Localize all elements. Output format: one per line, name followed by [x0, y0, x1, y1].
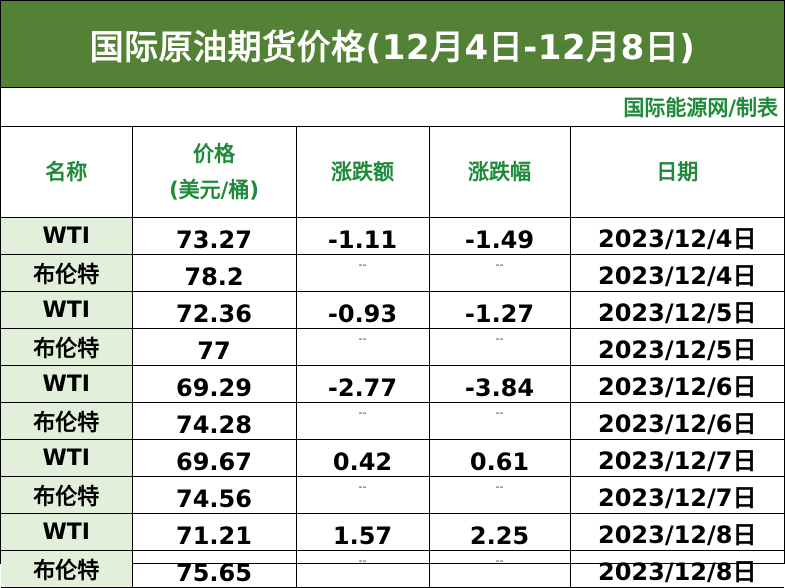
price-cell: 72.36: [131, 291, 297, 329]
date-cell: 2023/12/4日: [569, 217, 784, 255]
name-cell: WTI: [1, 217, 133, 255]
change-cell: 1.57: [295, 513, 430, 551]
change-cell: -1.11: [295, 217, 430, 255]
table-row: WTI 72.36 -0.93 -1.27 2023/12/5日: [1, 291, 784, 329]
change-cell: -2.77: [295, 365, 430, 403]
change-pct-cell: --: [428, 476, 571, 514]
header-change-pct: 涨跌幅: [428, 127, 571, 218]
price-cell: 78.2: [131, 254, 297, 292]
table-row: WTI 73.27 -1.11 -1.49 2023/12/4日: [1, 217, 784, 255]
name-cell: 布伦特: [1, 550, 133, 588]
name-cell: WTI: [1, 365, 133, 403]
date-cell: 2023/12/6日: [569, 402, 784, 440]
change-pct-cell: --: [428, 402, 571, 440]
change-pct-cell: --: [428, 328, 571, 366]
table-row: WTI 69.29 -2.77 -3.84 2023/12/6日: [1, 365, 784, 403]
table-row: 布伦特 74.28 -- -- 2023/12/6日: [1, 402, 784, 440]
change-cell: --: [295, 476, 430, 514]
change-pct-cell: -1.49: [428, 217, 571, 255]
name-cell: WTI: [1, 513, 133, 551]
name-cell: WTI: [1, 439, 133, 477]
date-cell: 2023/12/4日: [569, 254, 784, 292]
price-table: 名称 价格 (美元/桶) 涨跌额 涨跌幅 日期 WTI 73.27 -1.11 -1.…: [1, 127, 784, 588]
change-pct-cell: 0.61: [428, 439, 571, 477]
date-cell: 2023/12/6日: [569, 365, 784, 403]
date-cell: 2023/12/8日: [569, 513, 784, 551]
header-name: 名称: [1, 127, 133, 218]
header-price: 价格 (美元/桶): [131, 127, 297, 218]
page-title: 国际原油期货价格(12月4日-12月8日): [1, 1, 784, 87]
header-change: 涨跌额: [295, 127, 430, 218]
change-cell: --: [295, 402, 430, 440]
date-cell: 2023/12/7日: [569, 476, 784, 514]
table-row: WTI 71.21 1.57 2.25 2023/12/8日: [1, 513, 784, 551]
table-row: 布伦特 74.56 -- -- 2023/12/7日: [1, 476, 784, 514]
header-row: 名称 价格 (美元/桶) 涨跌额 涨跌幅 日期: [1, 127, 784, 218]
header-price-label: 价格: [193, 142, 235, 166]
date-cell: 2023/12/5日: [569, 328, 784, 366]
source-credit: 国际能源网/制表: [1, 87, 784, 127]
change-pct-cell: 2.25: [428, 513, 571, 551]
header-price-unit: (美元/桶): [169, 178, 259, 202]
change-cell: --: [295, 254, 430, 292]
name-cell: WTI: [1, 291, 133, 329]
header-date: 日期: [569, 127, 784, 218]
change-pct-cell: --: [428, 254, 571, 292]
change-pct-cell: -1.27: [428, 291, 571, 329]
price-cell: 77: [131, 328, 297, 366]
price-cell: 74.56: [131, 476, 297, 514]
change-cell: --: [295, 550, 430, 588]
change-pct-cell: -3.84: [428, 365, 571, 403]
name-cell: 布伦特: [1, 328, 133, 366]
price-cell: 75.65: [131, 550, 297, 588]
table-row: 布伦特 77 -- -- 2023/12/5日: [1, 328, 784, 366]
price-cell: 71.21: [131, 513, 297, 551]
change-cell: -0.93: [295, 291, 430, 329]
price-cell: 69.29: [131, 365, 297, 403]
table-row: 布伦特 78.2 -- -- 2023/12/4日: [1, 254, 784, 292]
price-cell: 73.27: [131, 217, 297, 255]
date-cell: 2023/12/7日: [569, 439, 784, 477]
change-cell: 0.42: [295, 439, 430, 477]
name-cell: 布伦特: [1, 254, 133, 292]
date-cell: 2023/12/8日: [569, 550, 784, 588]
table-row: WTI 69.67 0.42 0.61 2023/12/7日: [1, 439, 784, 477]
change-cell: --: [295, 328, 430, 366]
table-row: 布伦特 75.65 -- -- 2023/12/8日: [1, 550, 784, 588]
name-cell: 布伦特: [1, 476, 133, 514]
date-cell: 2023/12/5日: [569, 291, 784, 329]
price-cell: 69.67: [131, 439, 297, 477]
price-cell: 74.28: [131, 402, 297, 440]
change-pct-cell: --: [428, 550, 571, 588]
name-cell: 布伦特: [1, 402, 133, 440]
table-body: WTI 73.27 -1.11 -1.49 2023/12/4日 布伦特 78.2 -- -- 2…: [1, 217, 784, 588]
